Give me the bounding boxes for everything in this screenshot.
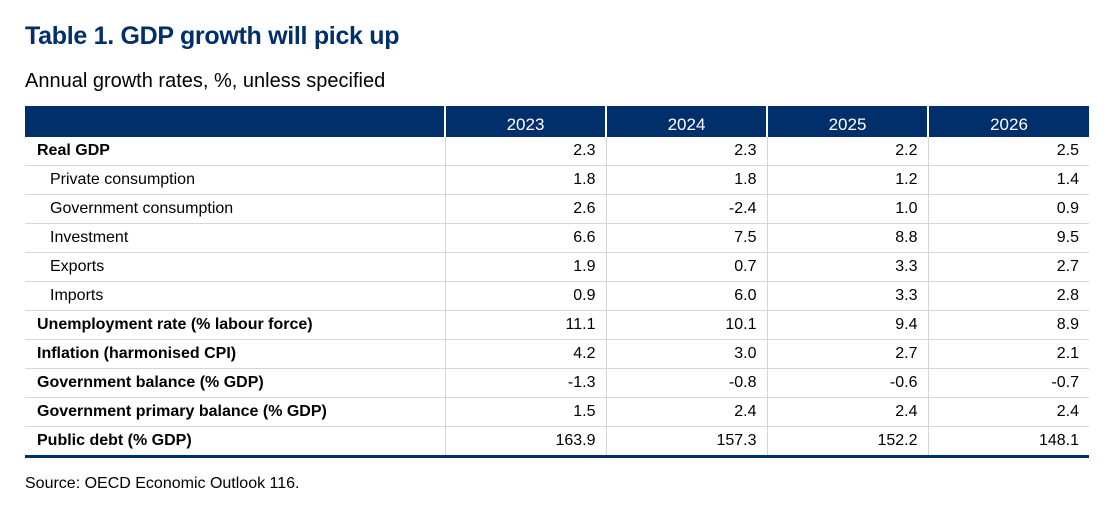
value-cell-2023: 1.9: [444, 252, 606, 282]
value-cell-2024: 6.0: [605, 281, 767, 311]
table-title: Table 1. GDP growth will pick up: [25, 22, 400, 50]
header-year-2024: 2024: [605, 106, 767, 137]
value-cell-2025: 9.4: [766, 310, 928, 340]
value-cell-2026: 1.4: [927, 165, 1089, 195]
table-row: Unemployment rate (% labour force) 11.1 10…: [25, 310, 1089, 340]
row-label: Private consumption: [25, 165, 445, 195]
value-cell-2025: 3.3: [766, 281, 928, 311]
row-label: Unemployment rate (% labour force): [25, 310, 445, 340]
row-label: Exports: [25, 252, 445, 282]
value-cell-2026: 8.9: [927, 310, 1089, 340]
value-cell-2026: 148.1: [927, 426, 1089, 458]
value-cell-2024: 2.4: [605, 397, 767, 427]
value-cell-2026: 2.1: [927, 339, 1089, 369]
table-row: Exports 1.9 0.7 3.3 2.7: [25, 252, 1089, 282]
gdp-table: 2023 2024 2025 2026 Real GDP 2.3 2.3 2.2 2.5…: [25, 106, 1089, 458]
value-cell-2025: 8.8: [766, 223, 928, 253]
value-cell-2025: 152.2: [766, 426, 928, 458]
value-cell-2023: 2.6: [444, 194, 606, 224]
table-row: Public debt (% GDP) 163.9 157.3 152.2 148.1: [25, 426, 1089, 458]
value-cell-2024: 1.8: [605, 165, 767, 195]
header-year-2026: 2026: [927, 106, 1089, 137]
value-cell-2024: 157.3: [605, 426, 767, 458]
row-label: Government primary balance (% GDP): [25, 397, 445, 427]
value-cell-2026: 2.8: [927, 281, 1089, 311]
value-cell-2024: 0.7: [605, 252, 767, 282]
value-cell-2023: -1.3: [444, 368, 606, 398]
header-label-cell: [25, 106, 445, 137]
table-row: Private consumption 1.8 1.8 1.2 1.4: [25, 165, 1089, 195]
value-cell-2025: 2.4: [766, 397, 928, 427]
data-table: 2023 2024 2025 2026 Real GDP 2.3 2.3 2.2 2.5…: [25, 106, 1089, 458]
value-cell-2023: 163.9: [444, 426, 606, 458]
value-cell-2023: 11.1: [444, 310, 606, 340]
value-cell-2025: 1.0: [766, 194, 928, 224]
row-label: Imports: [25, 281, 445, 311]
header-year-2023: 2023: [444, 106, 606, 137]
row-label: Government consumption: [25, 194, 445, 224]
table-body: Real GDP 2.3 2.3 2.2 2.5 Private consumption 1…: [25, 137, 1089, 458]
table-row: Real GDP 2.3 2.3 2.2 2.5: [25, 137, 1089, 166]
row-label: Real GDP: [25, 137, 445, 166]
value-cell-2023: 1.8: [444, 165, 606, 195]
row-label: Inflation (harmonised CPI): [25, 339, 445, 369]
value-cell-2025: 3.3: [766, 252, 928, 282]
value-cell-2025: -0.6: [766, 368, 928, 398]
value-cell-2023: 2.3: [444, 137, 606, 166]
value-cell-2026: 2.5: [927, 137, 1089, 166]
value-cell-2024: -2.4: [605, 194, 767, 224]
value-cell-2023: 4.2: [444, 339, 606, 369]
value-cell-2026: 2.4: [927, 397, 1089, 427]
value-cell-2023: 0.9: [444, 281, 606, 311]
header-row: 2023 2024 2025 2026: [25, 106, 1089, 137]
table-row: Imports 0.9 6.0 3.3 2.8: [25, 281, 1089, 311]
value-cell-2024: -0.8: [605, 368, 767, 398]
row-label: Investment: [25, 223, 445, 253]
value-cell-2025: 1.2: [766, 165, 928, 195]
value-cell-2025: 2.2: [766, 137, 928, 166]
header-year-2025: 2025: [766, 106, 928, 137]
table-row: Government balance (% GDP) -1.3 -0.8 -0.6 -0…: [25, 368, 1089, 398]
value-cell-2024: 2.3: [605, 137, 767, 166]
value-cell-2024: 7.5: [605, 223, 767, 253]
value-cell-2023: 1.5: [444, 397, 606, 427]
table-row: Government consumption 2.6 -2.4 1.0 0.9: [25, 194, 1089, 224]
table-row: Investment 6.6 7.5 8.8 9.5: [25, 223, 1089, 253]
row-label: Public debt (% GDP): [25, 426, 445, 458]
value-cell-2026: 2.7: [927, 252, 1089, 282]
value-cell-2026: 0.9: [927, 194, 1089, 224]
row-label: Government balance (% GDP): [25, 368, 445, 398]
value-cell-2024: 3.0: [605, 339, 767, 369]
value-cell-2026: 9.5: [927, 223, 1089, 253]
value-cell-2026: -0.7: [927, 368, 1089, 398]
source-note: Source: OECD Economic Outlook 116.: [25, 475, 300, 492]
value-cell-2024: 10.1: [605, 310, 767, 340]
value-cell-2025: 2.7: [766, 339, 928, 369]
table-row: Government primary balance (% GDP) 1.5 2.4…: [25, 397, 1089, 427]
table-row: Inflation (harmonised CPI) 4.2 3.0 2.7 2.1: [25, 339, 1089, 369]
value-cell-2023: 6.6: [444, 223, 606, 253]
table-subtitle: Annual growth rates, %, unless specified: [25, 70, 386, 92]
